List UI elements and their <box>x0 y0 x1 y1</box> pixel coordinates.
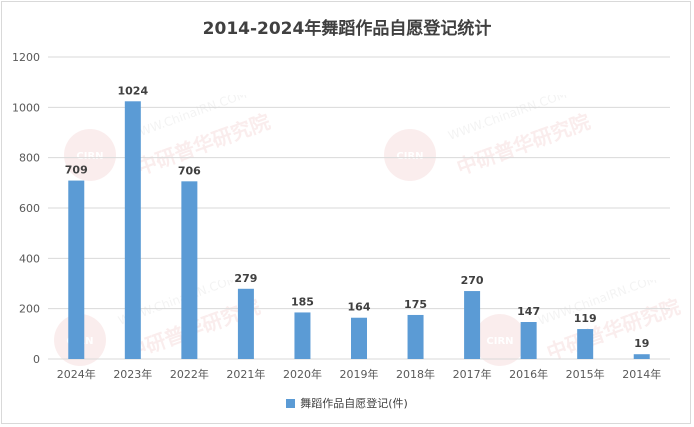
data-label: 270 <box>461 274 484 287</box>
y-tick-label: 200 <box>19 303 40 316</box>
watermark-logo-text: CIRN <box>76 151 103 162</box>
x-tick-label: 2020年 <box>283 367 322 381</box>
data-label: 706 <box>178 164 201 177</box>
watermark-logo-text: CIRN <box>486 336 513 347</box>
watermark-top-right: CIRN WWW.ChinaIRN.COM 中研普华研究院 <box>380 87 680 209</box>
x-tick-label: 2015年 <box>566 367 605 381</box>
bar <box>124 101 141 359</box>
x-tick-label: 2018年 <box>396 367 435 381</box>
legend-swatch <box>286 398 296 408</box>
data-label: 175 <box>404 298 427 311</box>
bar <box>577 329 594 359</box>
bar <box>351 317 367 359</box>
data-label: 279 <box>234 272 257 285</box>
bar <box>68 180 85 359</box>
y-tick-label: 600 <box>19 202 40 215</box>
x-tick-label: 2019年 <box>340 367 379 381</box>
bar <box>633 354 650 359</box>
x-tick-label: 2023年 <box>113 367 152 381</box>
data-label: 1024 <box>118 84 149 97</box>
bar <box>294 312 311 359</box>
y-tick-label: 1000 <box>12 101 40 114</box>
bar <box>407 314 424 359</box>
x-tick-label: 2022年 <box>170 367 209 381</box>
data-label: 185 <box>291 295 314 308</box>
x-tick-label: 2016年 <box>509 367 548 381</box>
bar <box>520 322 537 359</box>
data-label: 119 <box>574 312 597 325</box>
data-label: 709 <box>65 164 88 177</box>
bar <box>464 291 481 359</box>
data-label: 147 <box>517 305 540 318</box>
x-tick-label: 2021年 <box>226 367 265 381</box>
bar <box>181 181 198 359</box>
legend: 舞蹈作品自愿登记(件) <box>0 395 694 411</box>
x-tick-label: 2024年 <box>57 367 96 381</box>
x-tick-label: 2017年 <box>453 367 492 381</box>
bar <box>237 288 254 359</box>
legend-label: 舞蹈作品自愿登记(件) <box>300 397 408 410</box>
x-tick-label: 2014年 <box>622 367 661 381</box>
watermark-bottom-right: CIRN WWW.ChinaIRN.COM 中研普华研究院 <box>470 272 690 394</box>
y-tick-label: 0 <box>33 353 40 366</box>
chart-title: 2014-2024年舞蹈作品自愿登记统计 <box>202 19 492 39</box>
data-label: 19 <box>634 337 649 350</box>
y-tick-label: 400 <box>19 252 40 265</box>
watermark-logo-text: CIRN <box>396 151 423 162</box>
data-label: 164 <box>348 301 371 314</box>
y-tick-label: 800 <box>19 152 40 165</box>
watermark-top: CIRN WWW.ChinaIRN.COM 中研普华研究院 <box>60 87 360 209</box>
y-tick-label: 1200 <box>12 51 40 64</box>
